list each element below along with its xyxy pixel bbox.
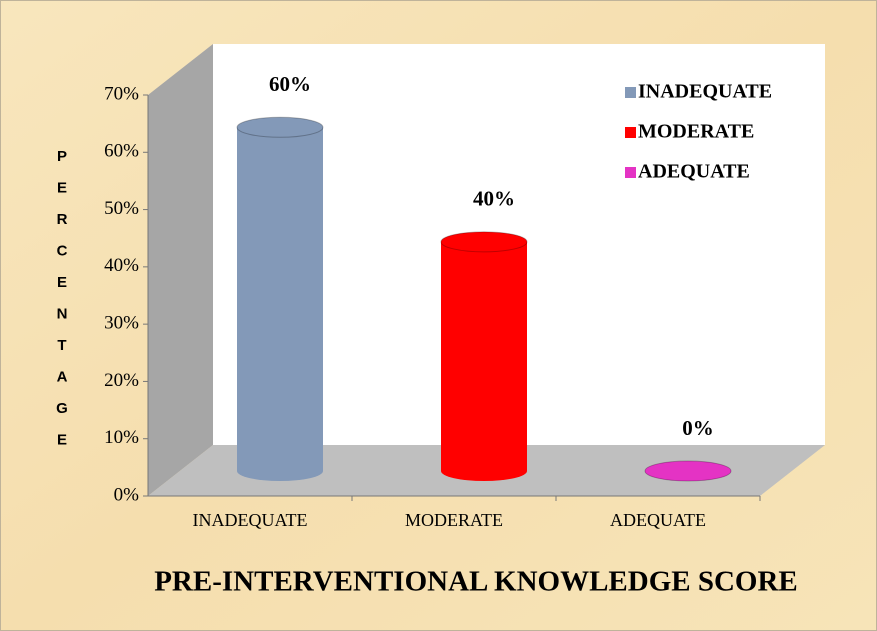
- bar-body: [237, 127, 323, 482]
- y-tick-label: 40%: [104, 255, 139, 276]
- legend-label: INADEQUATE: [638, 81, 772, 103]
- data-label: 40%: [473, 187, 515, 211]
- bar-top: [236, 116, 324, 138]
- x-tick-label: MODERATE: [405, 510, 503, 530]
- data-label: 0%: [682, 416, 714, 440]
- x-tick-label: ADEQUATE: [610, 510, 706, 530]
- legend-label: ADEQUATE: [638, 161, 750, 183]
- legend-swatch: [625, 167, 636, 178]
- y-tick-label: 60%: [104, 141, 139, 162]
- y-tick-label: 30%: [104, 313, 139, 334]
- y-tick-label: 10%: [104, 427, 139, 448]
- bar-top: [440, 231, 528, 253]
- data-label: 60%: [269, 72, 311, 96]
- bar-body: [441, 241, 527, 481]
- y-tick-label: 50%: [104, 198, 139, 219]
- legend-swatch: [625, 127, 636, 138]
- y-tick-label: 70%: [104, 83, 139, 104]
- x-tick-label: INADEQUATE: [193, 510, 308, 530]
- bar-top: [644, 460, 732, 482]
- chart-title: PRE-INTERVENTIONAL KNOWLEDGE SCORE: [154, 566, 798, 598]
- y-tick-label: 0%: [114, 484, 140, 505]
- legend-swatch: [625, 87, 636, 98]
- legend-label: MODERATE: [638, 121, 754, 143]
- side-wall: [148, 44, 213, 496]
- y-tick-label: 20%: [104, 370, 139, 391]
